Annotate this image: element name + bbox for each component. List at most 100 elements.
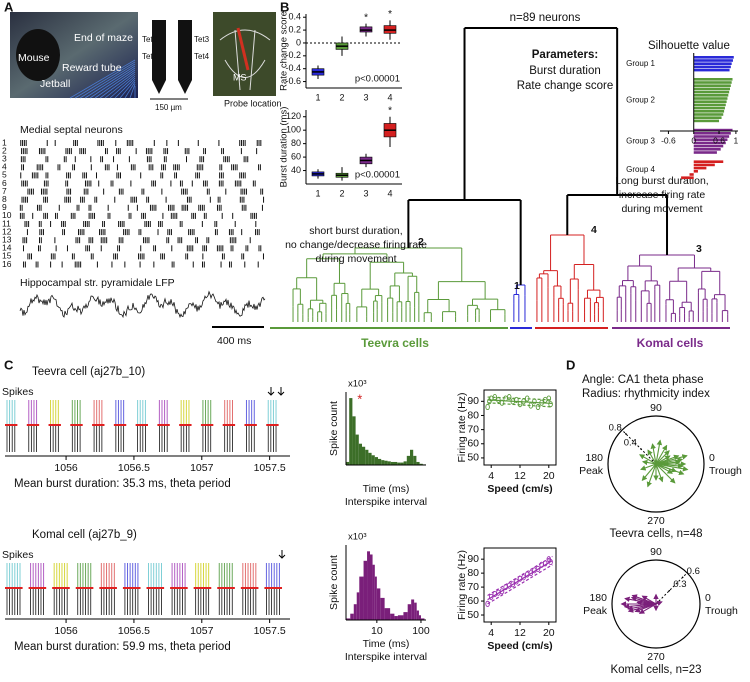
y-tick-label: 0	[296, 37, 301, 47]
param: Burst duration	[529, 65, 601, 77]
radius-line	[655, 572, 688, 605]
polar-arrow	[640, 463, 657, 471]
y-tick-label: 80	[291, 138, 301, 148]
hist-bar	[390, 461, 394, 465]
tetrode-label: Tet1	[142, 52, 158, 61]
p-value: p<0.00001	[355, 74, 400, 85]
hist-bar	[416, 461, 420, 465]
photo-line	[129, 83, 136, 99]
polar-arrow	[639, 454, 657, 465]
photo-line	[69, 59, 136, 99]
hist-bar	[371, 455, 375, 465]
silhouette-bar	[693, 132, 731, 135]
y-tick-label: 40	[291, 165, 301, 175]
ci-line	[487, 402, 553, 408]
hist-bar	[407, 604, 412, 620]
silhouette-bar	[693, 68, 730, 72]
silhouette-bar	[693, 94, 729, 97]
point	[535, 565, 541, 572]
hist-scale: x10³	[348, 379, 366, 390]
y-tick-label: 60	[291, 151, 301, 161]
neuron-label: 14	[2, 243, 12, 253]
silhouette-bar	[693, 59, 733, 62]
r-tick	[668, 589, 671, 592]
params-title: Parameters:	[532, 49, 598, 61]
x-tick-label: 10	[371, 625, 383, 637]
probe-track	[236, 27, 250, 71]
r-tick	[681, 576, 684, 579]
param: Rate change score	[517, 80, 614, 92]
silhouette-bar	[693, 119, 720, 123]
hist-bar	[416, 610, 419, 620]
silhouette-bar	[693, 81, 732, 84]
silhouette-bar	[693, 151, 717, 154]
r-tick-label: 0.4	[624, 437, 637, 448]
y-tick-label: 70	[467, 423, 479, 435]
angle-name: Trough	[709, 465, 742, 477]
y-tick-label: 60	[467, 595, 479, 607]
cluster-label: 3	[696, 243, 702, 255]
polar-circle	[611, 559, 701, 649]
silhouette-bar	[693, 144, 724, 148]
silhouette-bar	[693, 103, 726, 107]
spikes-label: Spikes	[2, 549, 34, 561]
x-tick-label: 0.6	[713, 135, 725, 145]
group-label: Group 2	[626, 96, 655, 105]
radius-line	[621, 429, 657, 465]
lfp-title: Hippocampal str. pyramidale LFP	[20, 277, 175, 289]
silhouette-bar	[689, 173, 694, 176]
hist-bar	[358, 443, 362, 465]
tetrode-label: Tet4	[194, 52, 210, 61]
x-tick-label: 4	[387, 188, 392, 198]
x-tick-label: 1056.5	[118, 625, 150, 637]
photo-label: Reward tube	[62, 62, 122, 74]
x-tick-label: 20	[543, 470, 555, 482]
y-tick-label: 120	[286, 111, 301, 121]
photo-label: Jetball	[40, 78, 70, 90]
hist-bar	[362, 446, 366, 465]
silhouette-bar	[693, 62, 732, 65]
scale-bar-label: 400 ms	[217, 335, 251, 347]
photo-line	[94, 69, 136, 99]
hist-caption: Interspike interval	[345, 496, 427, 508]
x-tick-label: 4	[488, 470, 494, 482]
neuron-label: 8	[2, 194, 7, 204]
silhouette-bar	[693, 138, 728, 141]
silhouette-bar	[693, 87, 730, 91]
arrow-marker	[277, 387, 285, 396]
neuron-label: 11	[2, 218, 11, 228]
y-tick-label: 80	[467, 409, 479, 421]
polar-arrow	[655, 600, 663, 607]
probe-shank	[152, 20, 166, 94]
point	[506, 394, 512, 401]
hist-bar	[372, 564, 375, 620]
y-axis-label: Firing rate (Hz)	[456, 550, 468, 620]
photo-line	[84, 65, 136, 99]
probe-caption: Probe location	[224, 98, 282, 108]
hist-bar	[406, 455, 410, 465]
x-tick-label: 12	[514, 470, 526, 482]
p-value: p<0.00001	[355, 170, 400, 181]
r-tick-label: 0.8	[609, 422, 622, 433]
hist-bar	[387, 461, 391, 465]
angle-label: 270	[647, 515, 665, 527]
neuron-label: 10	[2, 210, 12, 220]
cluster-label: 2	[418, 236, 424, 248]
cluster-label: 4	[591, 224, 597, 236]
silhouette-bar	[693, 110, 725, 113]
n-label: n=89 neurons	[510, 12, 581, 24]
probe-shank	[178, 20, 192, 94]
point	[499, 588, 505, 595]
note: during movement	[315, 253, 396, 265]
hist-bar	[419, 463, 423, 465]
note: increase firing rate	[619, 189, 706, 201]
polar-arrow	[646, 463, 657, 488]
x-tick-label: 1	[315, 92, 320, 102]
hist-bar	[376, 588, 381, 620]
point	[548, 401, 553, 408]
silhouette-bar	[693, 78, 733, 81]
hist-bar	[368, 452, 372, 465]
photo-line	[79, 63, 136, 99]
polar-arrow	[638, 603, 657, 614]
photo-line	[99, 71, 136, 99]
